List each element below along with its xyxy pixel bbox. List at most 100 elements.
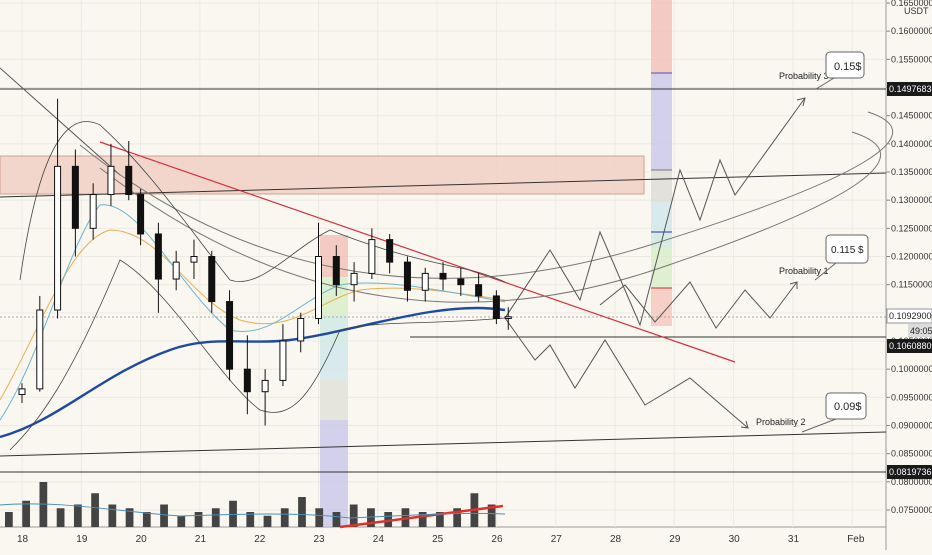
time-axis[interactable]: 18 19 20 21 22 23 24 25 26 27 28 29 30 31 Feb — [17, 534, 865, 545]
countdown-timer: 49:05 — [910, 326, 932, 336]
volume-bar — [367, 508, 375, 527]
volume-bar — [384, 512, 393, 527]
volume-bar — [229, 500, 237, 527]
volume-bar — [211, 508, 220, 527]
fib-zone-right-grey — [651, 170, 672, 202]
time-tick-label: 26 — [491, 534, 503, 545]
time-tick-label: 23 — [314, 534, 326, 545]
time-tick-label: 27 — [551, 534, 563, 545]
time-tick-label: 29 — [669, 534, 681, 545]
time-tick-label: 31 — [788, 534, 800, 545]
upper-level-price: 0.14976835 — [889, 84, 932, 94]
volume-bar — [5, 512, 13, 527]
fib-zone-left-grey — [320, 380, 348, 420]
volume-bar — [418, 512, 427, 527]
fib-zone-right-red — [651, 0, 672, 73]
time-tick-label: 28 — [610, 534, 622, 545]
ema-blue — [0, 306, 506, 439]
volume-trend-line — [339, 504, 504, 529]
volume-bar — [56, 508, 65, 527]
candle-body — [190, 256, 198, 263]
volume-bar — [436, 512, 444, 527]
current-price-badge: 0.10929000 — [886, 308, 932, 324]
volume-bar — [142, 512, 151, 527]
candle-body — [243, 368, 251, 393]
volume-bar — [246, 512, 255, 527]
candle-body — [208, 256, 216, 303]
candle-body — [350, 272, 358, 286]
candle-body — [332, 256, 340, 286]
volume-bar — [298, 497, 306, 527]
candle-body — [403, 261, 411, 291]
candle-body — [226, 301, 234, 370]
candle-body — [89, 194, 97, 229]
time-tick-label: 20 — [136, 534, 148, 545]
volume-bar — [315, 508, 324, 527]
fib-zone-left-cyan — [320, 345, 348, 380]
callout-probability-1: 0.115 $ — [814, 234, 869, 281]
callout-probability-2: 0.09$ — [801, 392, 867, 433]
fib-zone-right-cyan — [651, 202, 672, 232]
diagonal-line-left — [0, 67, 121, 176]
quote-currency-label: USDT — [904, 6, 929, 16]
projection-probability-2 — [504, 317, 749, 429]
volume-ma — [0, 503, 506, 519]
descending-resistance-line — [99, 141, 736, 363]
candle-body — [439, 272, 447, 280]
candle-body — [172, 261, 180, 280]
arrow-probability-3 — [796, 97, 806, 107]
callout-probability-1-text: 0.115 $ — [831, 245, 864, 256]
candle-body — [457, 278, 465, 286]
candle-body — [261, 379, 269, 393]
candle-body — [137, 194, 145, 235]
time-tick-label: 24 — [373, 534, 385, 545]
resistance-zone — [0, 155, 645, 195]
candle-body — [386, 239, 394, 263]
volume-bar — [91, 493, 99, 527]
projection-probability-3 — [504, 97, 806, 327]
arrow-probability-2 — [740, 420, 749, 429]
candle-body — [36, 309, 44, 390]
bottom-level-badge: 0.08197365 — [887, 465, 932, 479]
probability-2-label: Probability 2 — [756, 417, 806, 427]
volume-bar — [22, 500, 30, 527]
countdown-badge: 49:05 — [908, 324, 932, 337]
time-tick-label: 22 — [254, 534, 266, 545]
candle-body — [154, 233, 162, 280]
time-tick-label: 30 — [729, 534, 741, 545]
time-tick-label: Feb — [847, 534, 865, 545]
candle-body — [125, 165, 133, 196]
callout-probability-3: 0.15$ — [815, 51, 865, 90]
candle-body — [54, 165, 62, 311]
current-price: 0.10929000 — [889, 311, 932, 321]
volume-bar — [332, 512, 341, 527]
time-tick-label: 21 — [195, 534, 207, 545]
curve-inner — [99, 131, 881, 303]
volume-bar — [487, 504, 496, 527]
support-trend-line — [0, 431, 887, 457]
candle-body — [475, 284, 483, 297]
lower-level-price: 0.10608809 — [889, 341, 932, 351]
fib-zone-right-blue — [651, 73, 672, 170]
bollinger-upper — [19, 121, 506, 283]
probability-3-label: Probability 3 — [779, 71, 829, 81]
volume-bar — [108, 504, 117, 527]
ma-lightblue — [0, 204, 506, 421]
volume-bar — [280, 508, 289, 527]
volume-bar — [160, 504, 168, 527]
volume-bar — [194, 512, 203, 527]
